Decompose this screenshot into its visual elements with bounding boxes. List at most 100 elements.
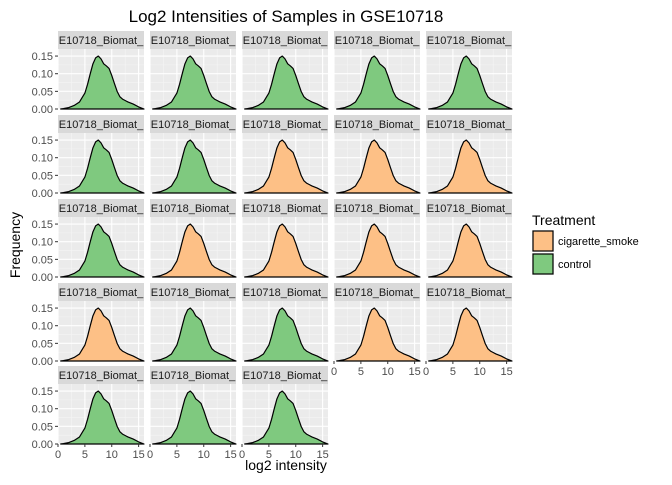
facet-panel: E10718_Biomat_ 0.00 0.05 0.10 0.15	[32, 115, 145, 200]
x-tick-label: 10	[382, 366, 394, 378]
facet-strip	[426, 283, 512, 301]
legend-label: cigarette_smoke	[558, 236, 639, 248]
density-area	[60, 55, 145, 110]
facet-strip-label: E10718_Biomat_	[427, 119, 512, 131]
density-area	[336, 139, 421, 194]
x-tick-label: 0	[331, 366, 337, 378]
facet-panel: E10718_Biomat_	[425, 115, 513, 194]
facet-strip	[242, 115, 328, 133]
facet-strip	[334, 115, 420, 133]
facet-panel: E10718_Biomat_ 0.00 0.05 0.10 0.15 0 5 10 15	[32, 366, 145, 461]
facet-strip	[150, 366, 236, 384]
facet-panel: E10718_Biomat_	[149, 115, 237, 194]
density-area	[244, 223, 329, 278]
y-tick-label: 0.10	[32, 153, 53, 165]
density-area	[60, 307, 145, 362]
density-area	[336, 223, 421, 278]
facet-panel: E10718_Biomat_	[149, 283, 237, 362]
x-tick-label: 5	[266, 449, 272, 461]
y-axis-title: Frequency	[7, 212, 23, 278]
facet-panel: E10718_Biomat_	[333, 115, 421, 194]
x-tick-label: 15	[225, 449, 237, 461]
y-tick-label: 0.10	[32, 237, 53, 249]
density-area	[428, 139, 513, 194]
y-tick-label: 0.05	[32, 338, 53, 350]
facet-panel: E10718_Biomat_	[241, 199, 329, 278]
density-area	[244, 55, 329, 110]
density-area	[152, 139, 237, 194]
facet-strip	[242, 31, 328, 49]
facet-strip	[150, 199, 236, 217]
facet-strip	[58, 366, 144, 384]
facet-strip	[242, 366, 328, 384]
density-area	[244, 390, 329, 445]
facet-strip	[150, 115, 236, 133]
facet-panel: E10718_Biomat_	[149, 31, 237, 110]
density-area	[428, 55, 513, 110]
facet-strip-label: E10718_Biomat_	[243, 35, 328, 47]
density-area	[60, 139, 145, 194]
facet-panel: E10718_Biomat_	[333, 199, 421, 278]
x-tick-label: 10	[198, 449, 210, 461]
facet-panel: E10718_Biomat_ 0 5 10 15	[239, 366, 329, 461]
facet-panel: E10718_Biomat_	[425, 199, 513, 278]
density-area	[428, 307, 513, 362]
facet-strip	[426, 199, 512, 217]
x-tick-label: 15	[501, 366, 513, 378]
facet-strip	[58, 31, 144, 49]
x-tick-label: 15	[409, 366, 421, 378]
legend-title: Treatment	[532, 212, 595, 228]
facet-strip-label: E10718_Biomat_	[427, 287, 512, 299]
x-tick-label: 5	[82, 449, 88, 461]
facet-panel: E10718_Biomat_ 0 5 10 15	[331, 283, 421, 378]
x-tick-label: 5	[450, 366, 456, 378]
facet-strip-label: E10718_Biomat_	[59, 203, 144, 215]
y-tick-label: 0.05	[32, 421, 53, 433]
facet-strip-label: E10718_Biomat_	[335, 119, 420, 131]
y-tick-label: 0.00	[32, 439, 53, 451]
y-tick-label: 0.00	[32, 272, 53, 284]
x-tick-label: 10	[290, 449, 302, 461]
density-area	[152, 55, 237, 110]
density-area	[60, 390, 145, 445]
x-tick-label: 10	[106, 449, 118, 461]
x-tick-label: 5	[174, 449, 180, 461]
y-tick-label: 0.15	[32, 135, 53, 147]
facet-strip	[58, 115, 144, 133]
y-tick-label: 0.00	[32, 104, 53, 116]
facet-strip-label: E10718_Biomat_	[59, 35, 144, 47]
facet-strip-label: E10718_Biomat_	[59, 287, 144, 299]
legend-swatch	[532, 253, 554, 275]
facet-strip-label: E10718_Biomat_	[151, 119, 236, 131]
facet-panel: E10718_Biomat_ 0 5 10 15	[147, 366, 237, 461]
x-tick-label: 10	[474, 366, 486, 378]
x-tick-label: 0	[147, 449, 153, 461]
facet-strip	[242, 283, 328, 301]
facet-panel: E10718_Biomat_ 0 5 10 15	[423, 283, 513, 378]
legend-swatch	[532, 230, 554, 252]
x-tick-label: 0	[239, 449, 245, 461]
y-tick-label: 0.00	[32, 188, 53, 200]
density-area	[152, 390, 237, 445]
facet-strip	[334, 283, 420, 301]
facet-strip-label: E10718_Biomat_	[335, 203, 420, 215]
facet-strip-label: E10718_Biomat_	[335, 287, 420, 299]
y-tick-label: 0.15	[32, 303, 53, 315]
y-tick-label: 0.15	[32, 51, 53, 63]
facet-strip-label: E10718_Biomat_	[243, 119, 328, 131]
y-tick-label: 0.05	[32, 170, 53, 182]
x-tick-label: 0	[55, 449, 61, 461]
facet-strip-label: E10718_Biomat_	[243, 287, 328, 299]
y-tick-label: 0.00	[32, 356, 53, 368]
density-area	[244, 139, 329, 194]
x-tick-label: 5	[358, 366, 364, 378]
y-tick-label: 0.15	[32, 386, 53, 398]
facet-strip-label: E10718_Biomat_	[151, 35, 236, 47]
facet-panel: E10718_Biomat_ 0.00 0.05 0.10 0.15	[32, 31, 145, 116]
y-tick-label: 0.15	[32, 219, 53, 231]
facet-strip	[242, 199, 328, 217]
facet-strip-label: E10718_Biomat_	[59, 119, 144, 131]
